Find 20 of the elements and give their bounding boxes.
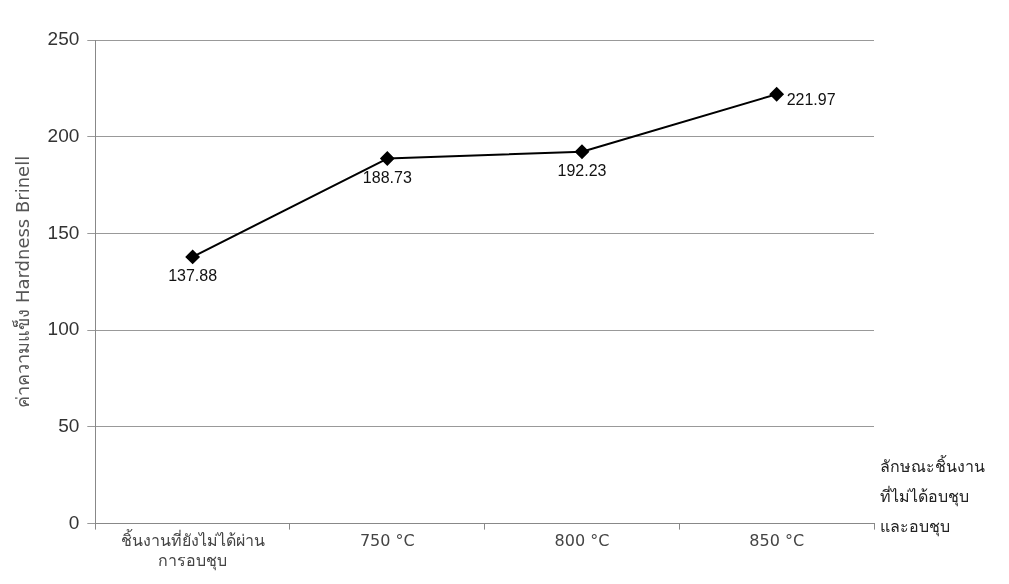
- point: [185, 249, 200, 264]
- x-tick-label: 850 °C: [749, 531, 805, 551]
- x-axis-title: ลักษณะชิ้นงานที่ไม่ได้อบชุบและอบชุบ: [880, 454, 986, 539]
- y-tick-label: 150: [47, 221, 80, 243]
- data-label: 221.97: [786, 90, 836, 108]
- point: [380, 151, 395, 166]
- y-tick-label: 200: [47, 124, 80, 146]
- y-tick-label: 100: [47, 318, 80, 340]
- point: [769, 87, 784, 102]
- data-label: 188.73: [362, 168, 412, 186]
- data-label: 192.23: [557, 162, 607, 180]
- y-tick-label: 50: [58, 415, 80, 437]
- y-tick-label: 250: [47, 28, 80, 50]
- x-tick-label: 750 °C: [359, 531, 415, 551]
- y-tick-label: 0: [68, 511, 80, 533]
- y-axis-title: ค่าความแข็ง Hardness Brinell: [11, 155, 34, 408]
- data-label: 137.88: [168, 267, 218, 285]
- x-tick-label: 800 °C: [554, 531, 610, 551]
- point: [574, 144, 589, 159]
- x-tick-label: ชิ้นงานที่ยังไม่ได้ผ่านการอบชุบ: [120, 529, 265, 571]
